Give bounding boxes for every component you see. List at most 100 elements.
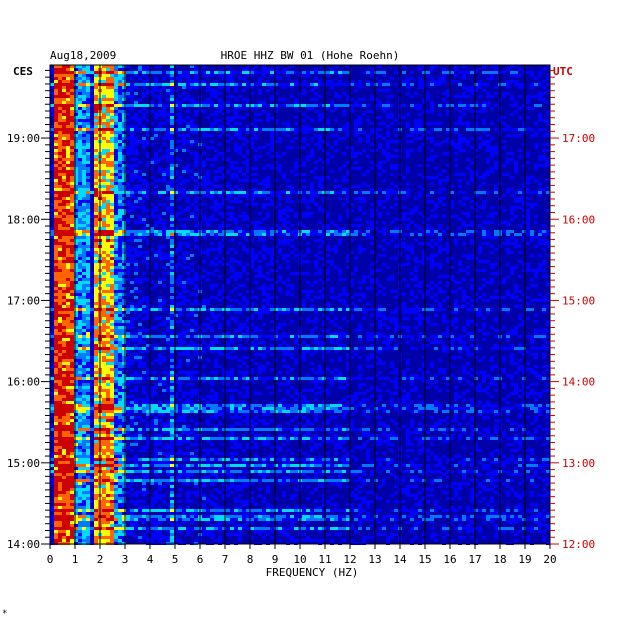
heatmap-cell	[94, 206, 98, 209]
heatmap-cell	[442, 317, 446, 320]
heatmap-cell	[134, 278, 138, 281]
heatmap-cell	[66, 245, 70, 248]
heatmap-cell	[50, 92, 54, 95]
heatmap-cell	[522, 128, 526, 131]
heatmap-cell	[114, 146, 118, 149]
heatmap-cell	[58, 296, 62, 299]
heatmap-cell	[102, 152, 106, 155]
heatmap-cell	[62, 260, 66, 263]
heatmap-cell	[114, 248, 118, 251]
heatmap-cell	[470, 89, 474, 92]
heatmap-cell	[314, 176, 318, 179]
heatmap-cell	[66, 200, 70, 203]
heatmap-cell	[254, 104, 258, 107]
heatmap-cell	[118, 149, 122, 152]
heatmap-cell	[126, 125, 130, 128]
heatmap-cell	[102, 137, 106, 140]
heatmap-cell	[454, 152, 458, 155]
heatmap-cell	[194, 164, 198, 167]
heatmap-cell	[514, 296, 518, 299]
heatmap-cell	[150, 287, 154, 290]
heatmap-cell	[122, 212, 126, 215]
heatmap-cell	[234, 191, 238, 194]
heatmap-cell	[354, 128, 358, 131]
heatmap-cell	[538, 233, 542, 236]
heatmap-cell	[538, 92, 542, 95]
heatmap-cell	[218, 308, 222, 311]
heatmap-cell	[266, 293, 270, 296]
heatmap-cell	[522, 293, 526, 296]
heatmap-cell	[86, 98, 90, 101]
heatmap-cell	[86, 68, 90, 71]
heatmap-cell	[266, 296, 270, 299]
heatmap-cell	[58, 116, 62, 119]
heatmap-cell	[78, 233, 82, 236]
heatmap-cell	[130, 134, 134, 137]
heatmap-cell	[118, 254, 122, 257]
heatmap-cell	[210, 233, 214, 236]
heatmap-cell	[438, 224, 442, 227]
heatmap-cell	[458, 287, 462, 290]
heatmap-cell	[106, 290, 110, 293]
heatmap-cell	[86, 302, 90, 305]
heatmap-cell	[438, 308, 442, 311]
heatmap-cell	[246, 179, 250, 182]
heatmap-cell	[450, 191, 454, 194]
heatmap-cell	[418, 242, 422, 245]
heatmap-cell	[302, 290, 306, 293]
heatmap-cell	[118, 290, 122, 293]
heatmap-cell	[382, 206, 386, 209]
heatmap-cell	[342, 179, 346, 182]
heatmap-cell	[270, 236, 274, 239]
heatmap-cell	[390, 113, 394, 116]
heatmap-cell	[174, 308, 178, 311]
heatmap-cell	[78, 65, 82, 68]
heatmap-cell	[94, 281, 98, 284]
heatmap-cell	[58, 131, 62, 134]
heatmap-cell	[230, 191, 234, 194]
heatmap-cell	[166, 137, 170, 140]
heatmap-cell	[94, 224, 98, 227]
heatmap-cell	[462, 107, 466, 110]
heatmap-cell	[102, 242, 106, 245]
heatmap-cell	[370, 191, 374, 194]
heatmap-cell	[202, 269, 206, 272]
heatmap-cell	[326, 152, 330, 155]
heatmap-cell	[330, 230, 334, 233]
heatmap-cell	[54, 179, 58, 182]
heatmap-cell	[322, 236, 326, 239]
heatmap-cell	[250, 254, 254, 257]
heatmap-cell	[482, 227, 486, 230]
heatmap-cell	[430, 209, 434, 212]
heatmap-cell	[118, 200, 122, 203]
heatmap-cell	[302, 131, 306, 134]
heatmap-cell	[266, 191, 270, 194]
heatmap-cell	[262, 287, 266, 290]
heatmap-cell	[294, 230, 298, 233]
heatmap-cell	[70, 317, 74, 320]
heatmap-cell	[62, 80, 66, 83]
heatmap-cell	[482, 260, 486, 263]
heatmap-cell	[326, 305, 330, 308]
heatmap-cell	[110, 161, 114, 164]
heatmap-cell	[58, 83, 62, 86]
heatmap-cell	[530, 230, 534, 233]
heatmap-cell	[258, 251, 262, 254]
heatmap-cell	[442, 71, 446, 74]
heatmap-cell	[246, 158, 250, 161]
heatmap-cell	[430, 80, 434, 83]
heatmap-cell	[406, 227, 410, 230]
heatmap-cell	[538, 194, 542, 197]
heatmap-cell	[454, 164, 458, 167]
heatmap-cell	[74, 188, 78, 191]
heatmap-cell	[74, 191, 78, 194]
heatmap-cell	[106, 284, 110, 287]
heatmap-cell	[546, 74, 550, 77]
heatmap-cell	[54, 65, 58, 68]
heatmap-cell	[114, 77, 118, 80]
heatmap-cell	[74, 80, 78, 83]
heatmap-cell	[86, 185, 90, 188]
heatmap-cell	[54, 203, 58, 206]
heatmap-cell	[66, 233, 70, 236]
heatmap-cell	[266, 116, 270, 119]
